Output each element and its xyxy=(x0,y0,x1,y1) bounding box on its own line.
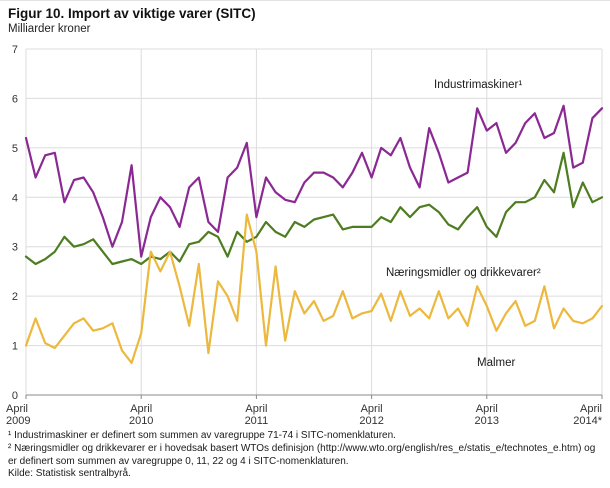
svg-text:1: 1 xyxy=(12,341,18,353)
svg-text:6: 6 xyxy=(12,93,18,105)
figure-subtitle: Milliarder kroner xyxy=(8,23,91,35)
svg-text:2014*: 2014* xyxy=(573,415,602,427)
svg-text:2009: 2009 xyxy=(6,415,30,427)
svg-text:3: 3 xyxy=(12,242,18,254)
svg-text:5: 5 xyxy=(12,143,18,155)
svg-text:April: April xyxy=(580,403,602,415)
line-chart: April2009April2010April2011April2012Apri… xyxy=(6,44,604,427)
svg-text:April: April xyxy=(6,403,28,415)
svg-text:2010: 2010 xyxy=(129,415,153,427)
source-line: Kilde: Statistisk sentralbyrå. xyxy=(8,468,131,480)
figure-title: Figur 10. Import av viktige varer (SITC) xyxy=(8,6,256,21)
svg-text:2012: 2012 xyxy=(359,415,383,427)
svg-text:April: April xyxy=(245,403,267,415)
svg-text:2: 2 xyxy=(12,291,18,303)
footnote-2: ² Næringsmidler og drikkevarer er i hove… xyxy=(8,442,596,467)
svg-text:4: 4 xyxy=(12,192,18,204)
figure-footnotes: ¹ Industrimaskiner er definert som summe… xyxy=(0,429,610,481)
svg-text:2013: 2013 xyxy=(475,415,499,427)
svg-text:April: April xyxy=(361,403,383,415)
series-label-2: Malmer xyxy=(477,357,516,369)
svg-text:April: April xyxy=(476,403,498,415)
series-label-0: Industrimaskiner¹ xyxy=(434,79,522,91)
svg-text:0: 0 xyxy=(12,390,18,402)
svg-text:April: April xyxy=(130,403,152,415)
svg-text:2011: 2011 xyxy=(245,415,269,427)
footnote-1: ¹ Industrimaskiner er definert som summe… xyxy=(8,430,396,441)
svg-text:7: 7 xyxy=(12,44,18,56)
figure-header: Figur 10. Import av viktige varer (SITC)… xyxy=(0,1,610,35)
series-label-1: Næringsmidler og drikkevarer² xyxy=(386,267,541,279)
